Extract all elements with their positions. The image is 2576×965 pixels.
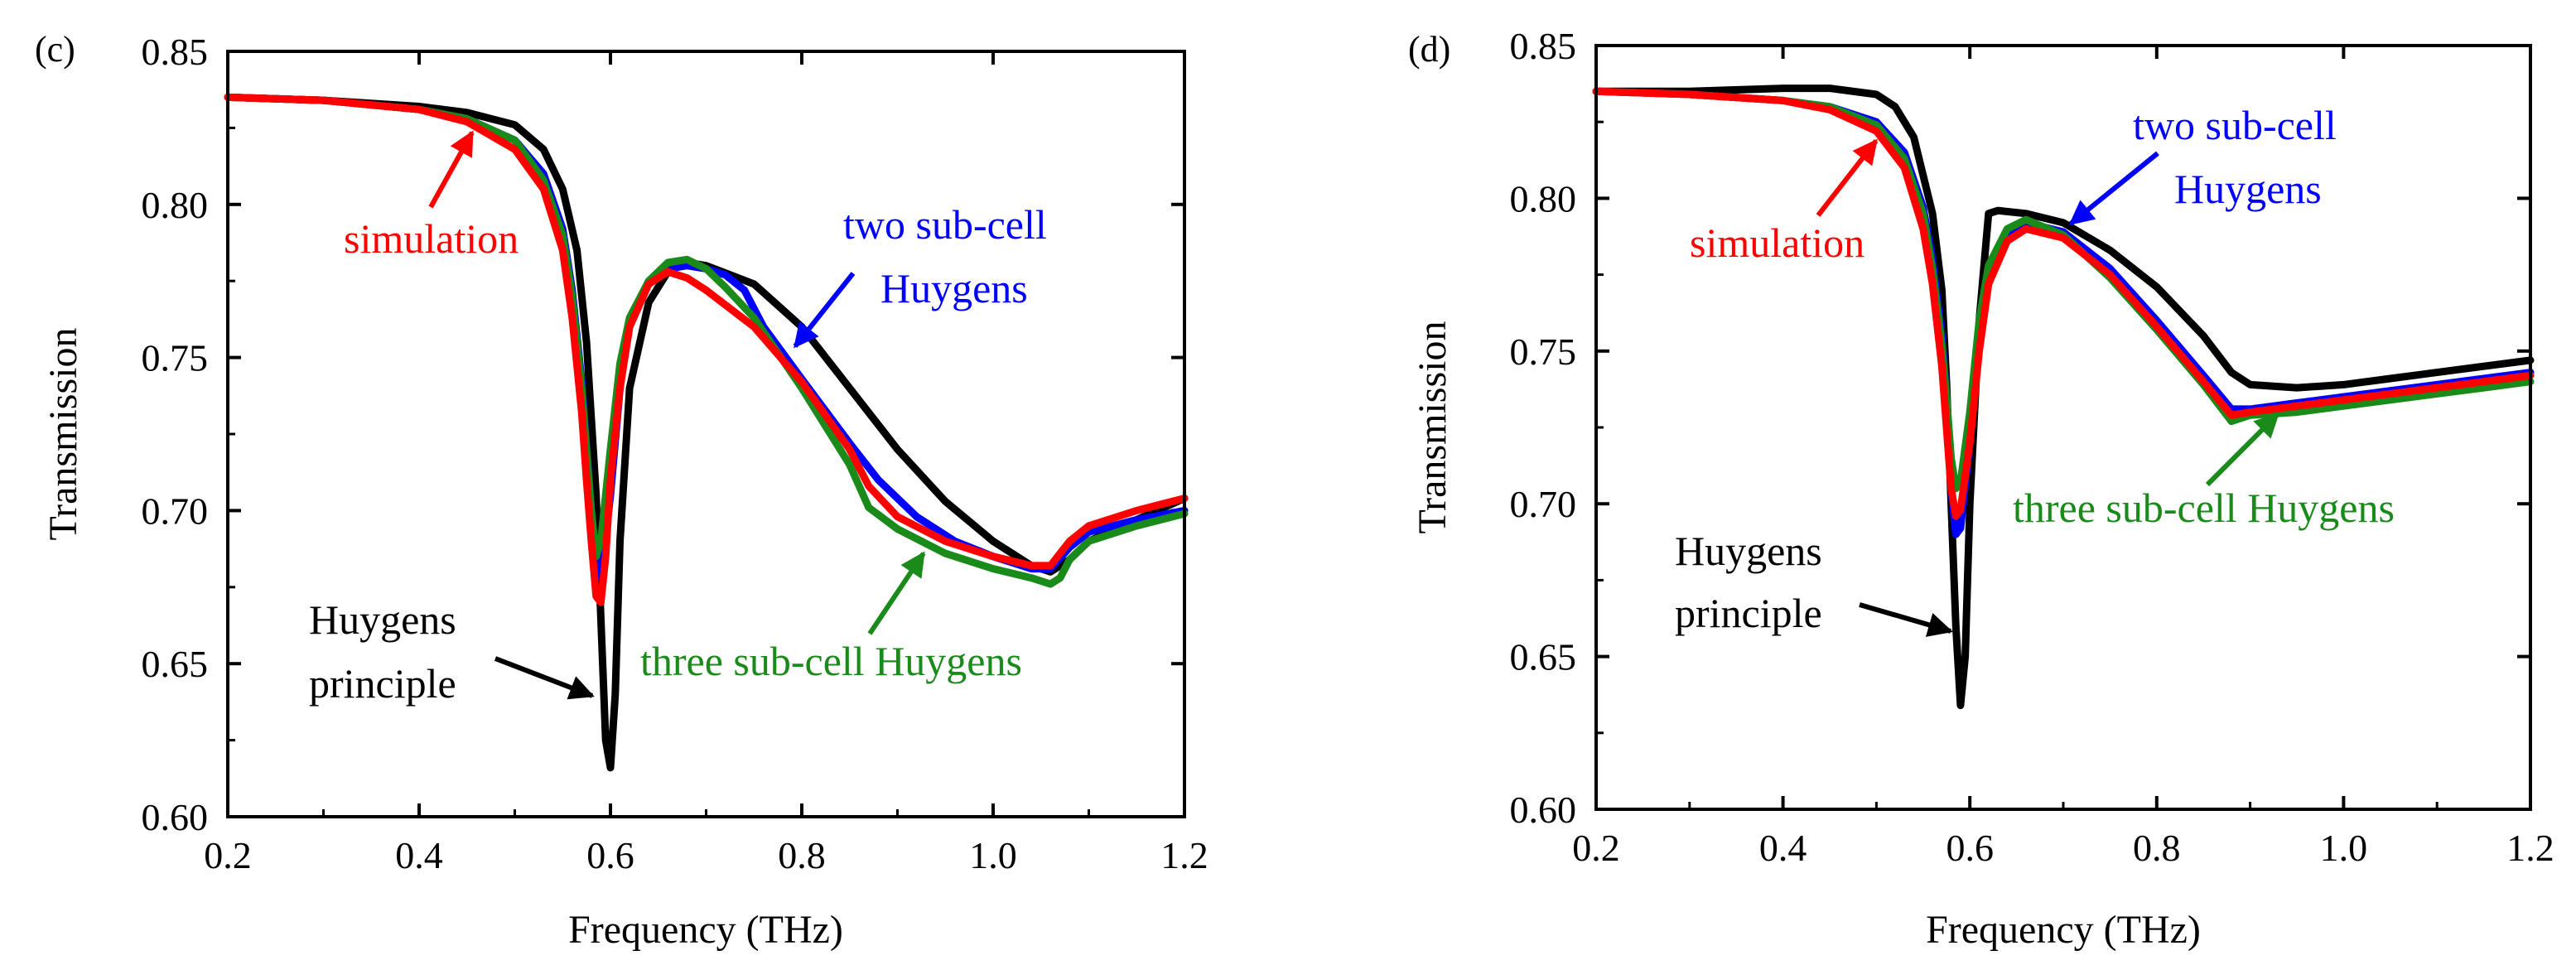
- plot-frame: [1594, 44, 2532, 811]
- y-axis-label: Transmission: [41, 328, 85, 541]
- huygens-principle-annotation-line1: Huygens: [1675, 528, 1822, 574]
- two-sub-cell-huygens-series-line: [224, 93, 1189, 582]
- panel-d: (d) 0.2 0.4 0.6 0.8 1.0 1.20.600.650.700.750.…: [1408, 25, 2554, 952]
- y-tick-label: 0.85: [1510, 25, 1577, 67]
- x-tick-label: 1.2: [2506, 827, 2554, 869]
- y-tick-label: 0.60: [1510, 789, 1577, 831]
- y-tick-label: 0.65: [1510, 636, 1577, 678]
- tick-layer: 0.2 0.4 0.6 0.8 1.0 1.2 0.60 0.65 0.70 0.75 0.80 0.…: [142, 31, 1208, 876]
- huygens-principle-annotation-line1: Huygens: [309, 596, 456, 643]
- two-sub-cell-annotation-line2: Huygens: [2174, 166, 2322, 212]
- curve-layer: [224, 93, 1189, 772]
- huygens-principle-annotation-line2: principle: [1675, 590, 1822, 636]
- y-tick-label: 0.65: [142, 643, 209, 685]
- three-sub-cell-annotation: three sub-cell Huygens: [640, 638, 1022, 684]
- x-tick-label: 0.2: [1572, 827, 1620, 869]
- y-tick-label: 0.75: [1510, 331, 1577, 373]
- y-tick-label: 0.80: [1510, 177, 1577, 220]
- simulation-annotation: simulation: [1690, 220, 1864, 266]
- x-tick-label: 0.6: [1946, 827, 1994, 869]
- panel-label: (d): [1408, 29, 1450, 70]
- two-sub-cell-huygens-series-line: [1592, 87, 2535, 538]
- two-sub-cell-annotation-line1: two sub-cell: [2133, 102, 2337, 148]
- two-sub-cell-annotation-line2: Huygens: [880, 265, 1028, 311]
- simulation-arrow: [428, 130, 475, 209]
- two-sub-cell-arrow: [793, 272, 856, 349]
- simulation-series-line: [1592, 87, 2535, 520]
- two-sub-cell-arrow: [2068, 151, 2159, 226]
- x-tick-label: 0.6: [586, 834, 634, 876]
- three-sub-cell-annotation: three sub-cell Huygens: [2013, 485, 2395, 531]
- three-sub-cell-huygens-series-line: [1592, 87, 2535, 493]
- tick-layer: 0.2 0.4 0.6 0.8 1.0 1.2 0.60 0.65 0.70 0.75 0.80 0.…: [1510, 25, 2554, 869]
- y-tick-label: 0.70: [1510, 483, 1577, 525]
- simulation-annotation: simulation: [344, 215, 519, 262]
- x-tick-label: 0.4: [395, 834, 443, 876]
- x-tick-label: 0.8: [2133, 827, 2181, 869]
- panel-c: (c) 0.2 0.4 0.6 0.8 1.0 1.20.600.650.700.750.…: [35, 29, 1208, 952]
- y-axis-label: Transmission: [1411, 321, 1454, 534]
- plot-frame: [226, 50, 1186, 818]
- huygens-principle-arrow: [1859, 602, 1953, 637]
- x-tick-label: 0.2: [204, 834, 252, 876]
- x-tick-label: 0.8: [778, 834, 826, 876]
- huygens-principle-annotation-line2: principle: [309, 660, 456, 707]
- three-sub-cell-arrow: [867, 551, 926, 635]
- x-axis-label: Frequency (THz): [568, 908, 843, 952]
- y-tick-label: 0.80: [142, 184, 209, 226]
- y-tick-label: 0.60: [142, 796, 209, 838]
- x-tick-label: 0.4: [1759, 827, 1807, 869]
- three-sub-cell-arrow: [2205, 412, 2280, 487]
- huygens-principle-arrow: [494, 656, 595, 700]
- y-tick-label: 0.85: [142, 31, 209, 73]
- y-tick-label: 0.70: [142, 490, 209, 532]
- x-tick-label: 1.0: [2320, 827, 2368, 869]
- x-tick-label: 1.2: [1160, 834, 1208, 876]
- x-axis-label: Frequency (THz): [1926, 908, 2201, 952]
- panel-label: (c): [35, 29, 75, 70]
- x-tick-label: 1.0: [969, 834, 1017, 876]
- curve-layer: [1592, 84, 2535, 710]
- y-tick-label: 0.75: [142, 337, 209, 379]
- three-sub-cell-huygens-series-line: [224, 93, 1189, 588]
- two-sub-cell-annotation-line1: two sub-cell: [843, 201, 1047, 248]
- simulation-arrow: [1816, 138, 1879, 217]
- simulation-series-line: [224, 93, 1189, 606]
